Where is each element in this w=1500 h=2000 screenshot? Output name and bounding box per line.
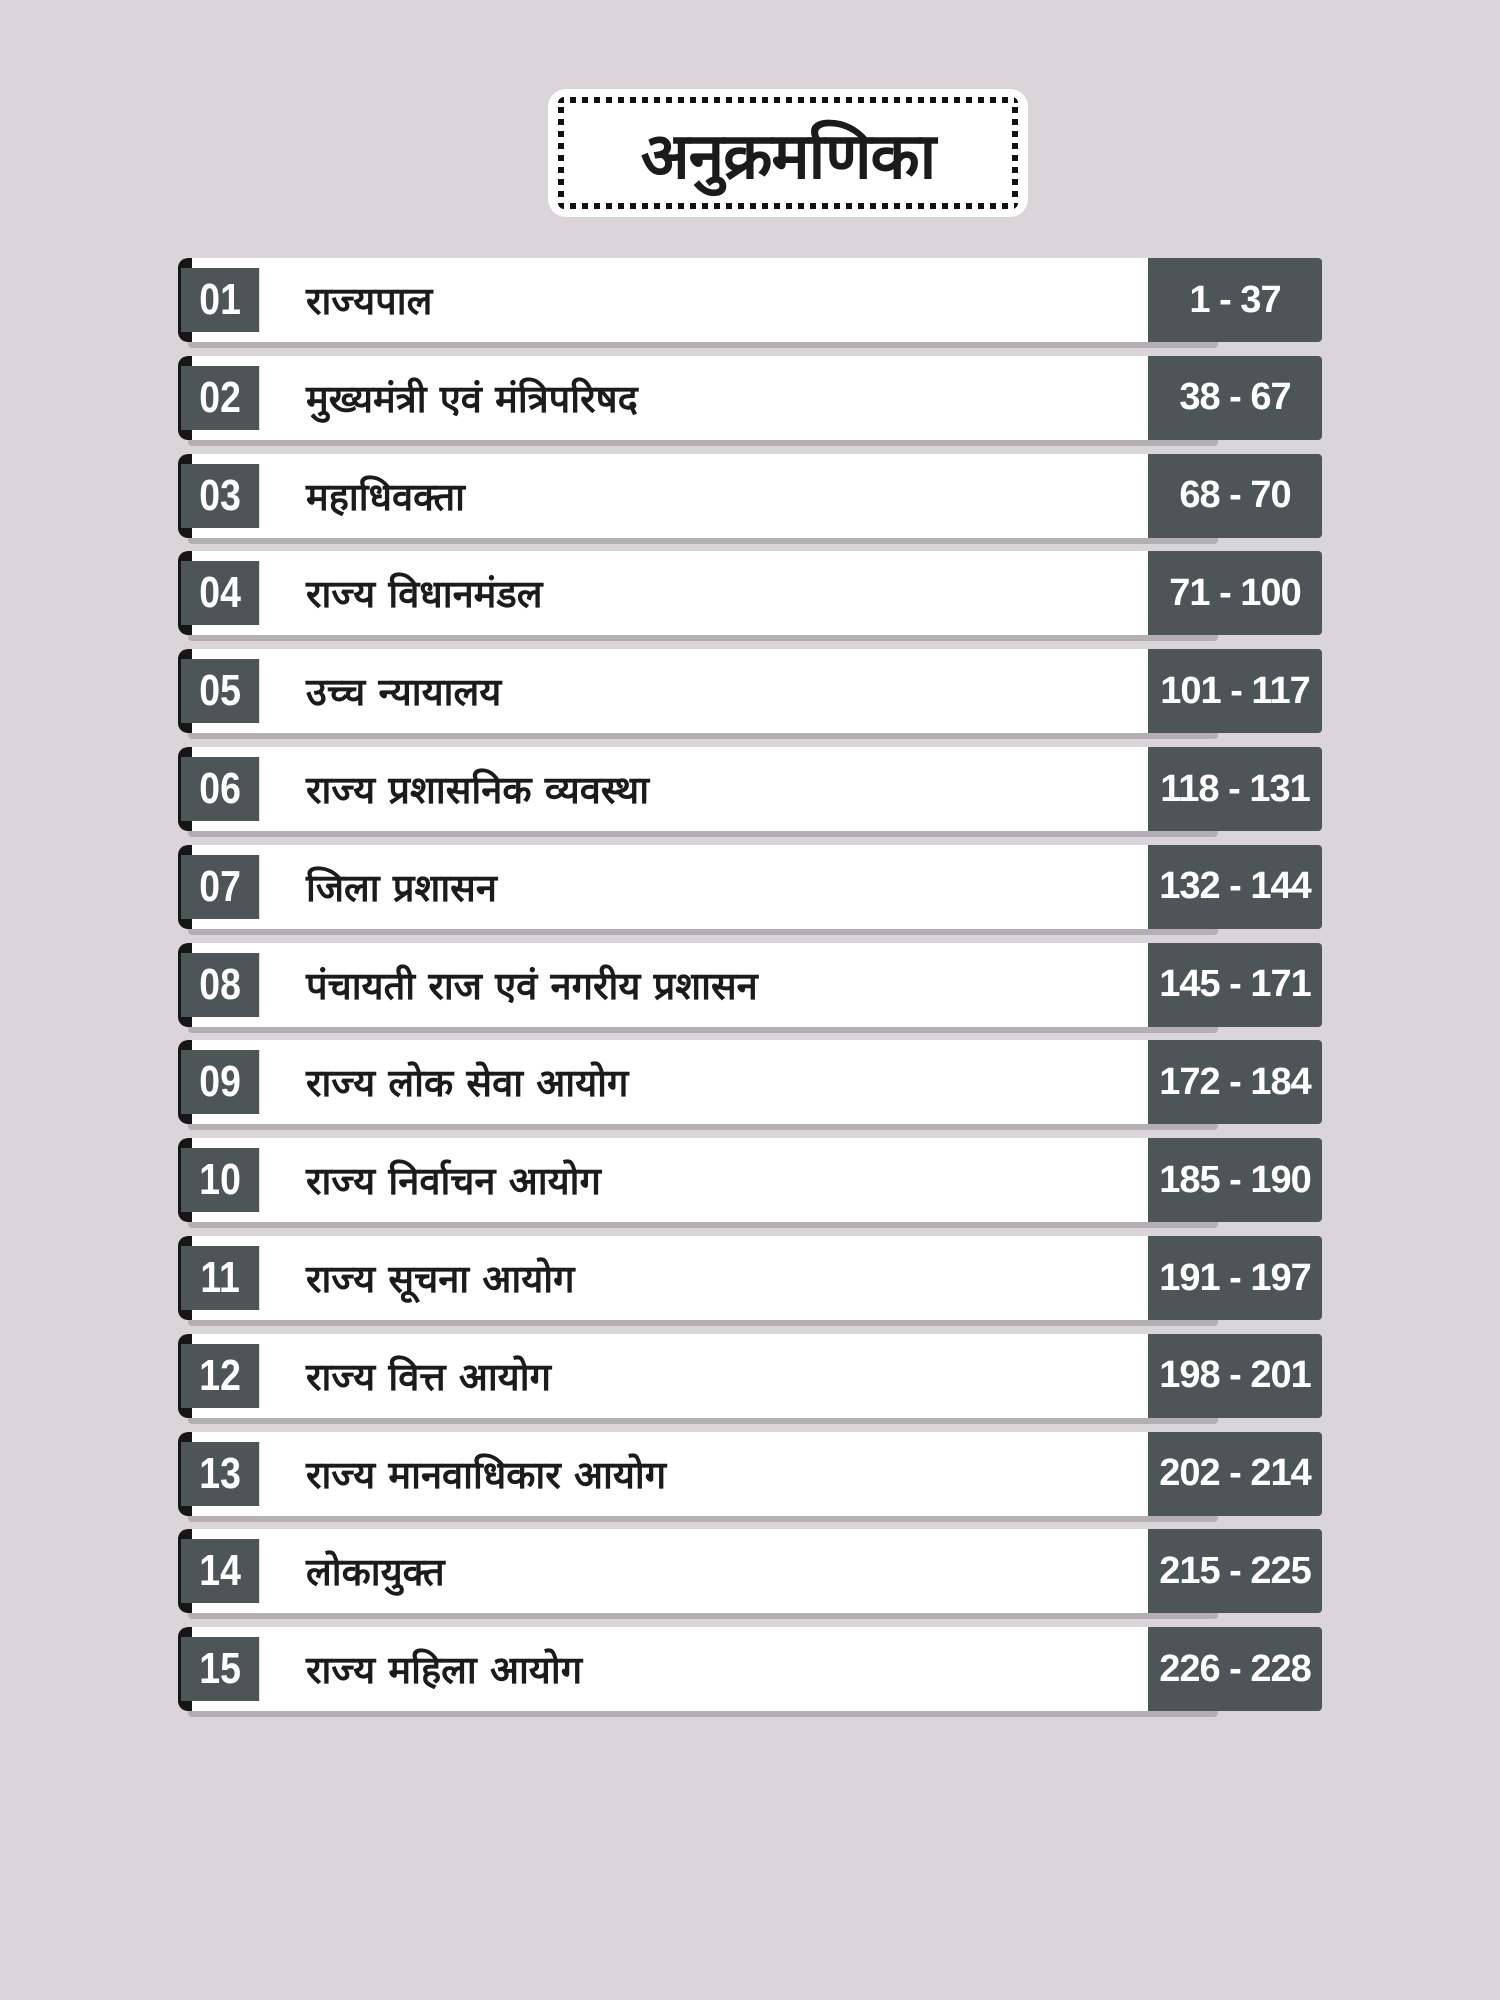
- page-range: 191 - 197: [1148, 1236, 1322, 1320]
- chapter-number: 08: [181, 952, 260, 1017]
- row-bar: [184, 1333, 1184, 1418]
- row-bar: [184, 1040, 1184, 1125]
- row-bar: [184, 649, 1184, 734]
- toc-entry[interactable]: 08 पंचायती राज एवं नगरीय प्रशासन 145 - 171: [178, 942, 1322, 1033]
- row-bar: [184, 1627, 1184, 1712]
- toc-entry[interactable]: 07 जिला प्रशासन 132 - 144: [178, 844, 1322, 935]
- chapter-title: राज्य मानवाधिकार आयोग: [306, 1452, 667, 1497]
- chapter-number: 06: [181, 757, 260, 821]
- chapter-title: राज्य प्रशासनिक व्यवस्था: [306, 768, 650, 812]
- chapter-number: 13: [181, 1441, 260, 1506]
- toc-entry[interactable]: 04 राज्य विधानमंडल 71 - 100: [178, 551, 1322, 642]
- row-bar: [184, 844, 1184, 929]
- toc-entry[interactable]: 05 उच्च न्यायालय 101 - 117: [178, 649, 1322, 740]
- toc-entry[interactable]: 09 राज्य लोक सेवा आयोग 172 - 184: [178, 1040, 1322, 1131]
- toc-entry[interactable]: 10 राज्य निर्वाचन आयोग 185 - 190: [178, 1138, 1322, 1229]
- page-range: 118 - 131: [1148, 747, 1322, 831]
- row-bar: [184, 258, 1184, 342]
- chapter-title: राज्य लोक सेवा आयोग: [306, 1061, 629, 1106]
- row-bar: [184, 747, 1184, 831]
- page-range: 38 - 67: [1148, 355, 1322, 440]
- page-range: 71 - 100: [1148, 551, 1322, 636]
- chapter-number: 12: [181, 1343, 260, 1408]
- chapter-title: पंचायती राज एवं नगरीय प्रशासन: [306, 963, 758, 1008]
- page-range: 226 - 228: [1148, 1627, 1322, 1712]
- toc-entry[interactable]: 14 लोकायुक्त 215 - 225: [178, 1529, 1322, 1620]
- row-bar: [184, 1529, 1184, 1614]
- chapter-title: महाधिवक्ता: [306, 474, 465, 519]
- toc-entry[interactable]: 01 राज्यपाल 1 - 37: [178, 258, 1322, 348]
- toc-entry[interactable]: 13 राज्य मानवाधिकार आयोग 202 - 214: [178, 1431, 1322, 1522]
- chapter-title: राज्य विधानमंडल: [306, 572, 543, 617]
- page-range: 198 - 201: [1148, 1333, 1322, 1418]
- chapter-title: जिला प्रशासन: [306, 865, 497, 910]
- chapter-title: राज्य महिला आयोग: [306, 1648, 583, 1693]
- toc-entry[interactable]: 12 राज्य वित्त आयोग 198 - 201: [178, 1333, 1322, 1424]
- chapter-title: राज्य निर्वाचन आयोग: [306, 1159, 601, 1204]
- page-title: अनुक्रमणिका: [640, 119, 936, 194]
- chapter-title: मुख्यमंत्री एवं मंत्रिपरिषद: [306, 376, 638, 421]
- page-range: 185 - 190: [1148, 1138, 1322, 1223]
- chapter-number: 09: [181, 1050, 260, 1115]
- chapter-number: 01: [181, 268, 260, 332]
- chapter-number: 02: [181, 365, 260, 430]
- row-bar: [184, 551, 1184, 636]
- page-range: 145 - 171: [1148, 942, 1322, 1027]
- chapter-title: राज्य सूचना आयोग: [306, 1257, 575, 1301]
- toc-entry[interactable]: 03 महाधिवक्ता 68 - 70: [178, 453, 1322, 544]
- row-bar: [184, 355, 1184, 440]
- chapter-number: 10: [181, 1148, 260, 1213]
- chapter-number: 04: [181, 561, 260, 626]
- chapter-number: 15: [181, 1637, 260, 1702]
- chapter-number: 07: [181, 854, 260, 919]
- decorative-border: [558, 97, 1018, 209]
- page-range: 132 - 144: [1148, 844, 1322, 929]
- toc-entry[interactable]: 15 राज्य महिला आयोग 226 - 228: [178, 1627, 1322, 1718]
- toc-entry[interactable]: 02 मुख्यमंत्री एवं मंत्रिपरिषद 38 - 67: [178, 355, 1322, 446]
- page-range: 172 - 184: [1148, 1040, 1322, 1125]
- row-bar: [184, 1431, 1184, 1516]
- toc-entry[interactable]: 11 राज्य सूचना आयोग 191 - 197: [178, 1236, 1322, 1326]
- chapter-number: 11: [181, 1246, 260, 1310]
- chapter-number: 03: [181, 463, 260, 528]
- chapter-title: उच्च न्यायालय: [306, 670, 502, 715]
- page-range: 202 - 214: [1148, 1431, 1322, 1516]
- chapter-number: 05: [181, 659, 260, 724]
- index-title-box: अनुक्रमणिका: [548, 89, 1028, 217]
- chapter-title: राज्य वित्त आयोग: [306, 1354, 551, 1399]
- page-range: 68 - 70: [1148, 453, 1322, 538]
- chapter-title: लोकायुक्त: [306, 1550, 445, 1595]
- toc-entry[interactable]: 06 राज्य प्रशासनिक व्यवस्था 118 - 131: [178, 747, 1322, 837]
- page-range: 1 - 37: [1148, 258, 1322, 342]
- row-bar: [184, 1138, 1184, 1223]
- row-bar: [184, 942, 1184, 1027]
- row-bar: [184, 453, 1184, 538]
- row-bar: [184, 1236, 1184, 1320]
- chapter-title: राज्यपाल: [306, 279, 433, 323]
- chapter-number: 14: [181, 1539, 260, 1604]
- page-range: 101 - 117: [1148, 649, 1322, 734]
- page-range: 215 - 225: [1148, 1529, 1322, 1614]
